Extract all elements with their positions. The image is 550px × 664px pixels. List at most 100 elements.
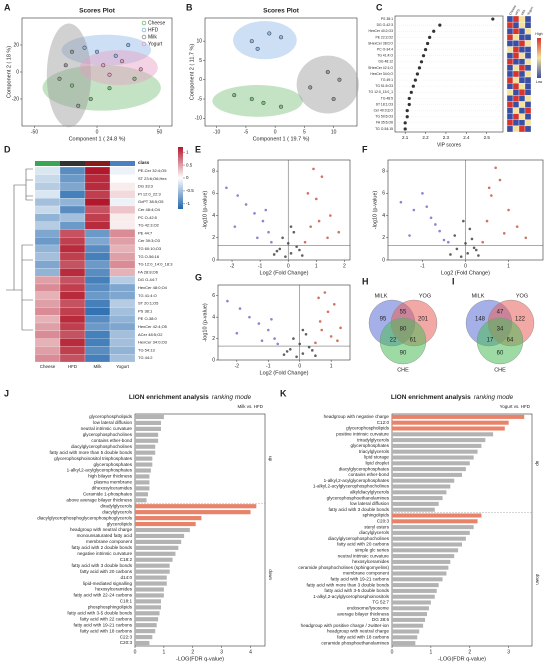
bar-label: C20:3 (377, 519, 390, 524)
column-label: HFD (514, 8, 521, 16)
heat-cell (59, 268, 86, 277)
heat-cell (109, 213, 136, 222)
bar-label: C12:0 (377, 420, 390, 425)
bar-label: diacylglycerols (359, 530, 390, 535)
heat-cell (518, 28, 526, 35)
y-tick-label: HexCer 34:0;O (370, 72, 393, 76)
heat-cell (84, 237, 111, 246)
heat-cell (518, 119, 526, 127)
bar (392, 629, 420, 634)
point (238, 307, 242, 310)
bar-label: fatty acid with 3-5 double bonds (324, 588, 389, 593)
bar-label: alkyldiacylglycerols (350, 490, 390, 495)
chart-subtitle: Milk vs. HFD (238, 404, 264, 409)
heat-cell (59, 291, 86, 300)
y-tick-label: TG 12:0_13:0_1 (368, 90, 393, 94)
point (449, 253, 452, 256)
point (248, 315, 251, 319)
y-tick-label: 8 (212, 168, 215, 174)
point (69, 49, 75, 54)
bar (392, 594, 435, 599)
y-tick-label: -10 (195, 116, 202, 122)
bar-label: ceramide phosphoethanolamines (321, 640, 389, 645)
x-tick-label: -50 (31, 129, 38, 135)
point (292, 230, 296, 234)
y-tick-label: 20 (13, 42, 19, 48)
bar (392, 588, 437, 593)
heat-cell (524, 125, 532, 133)
x-tick-label: 10 (331, 129, 337, 135)
point (301, 328, 305, 332)
row-label: TG 12:0_14:0_18:3 (138, 262, 173, 267)
point (235, 331, 239, 335)
heat-cell (506, 40, 514, 47)
heat-cell (84, 198, 111, 207)
heat-cell (84, 174, 111, 183)
heat-cell (84, 338, 111, 347)
region-count: 148 (475, 317, 486, 323)
bar (135, 545, 179, 550)
row-label: HexCer 42:4;O5 (138, 324, 168, 329)
point (282, 353, 286, 356)
point (308, 85, 313, 90)
bar-label: glycerophosphates (93, 462, 132, 467)
point (325, 69, 330, 75)
point (94, 49, 100, 54)
y-tick-label: 2 (212, 235, 215, 241)
bar-label: hexosylceramides (95, 587, 132, 592)
heat-cell (512, 113, 520, 120)
heat-cell (518, 113, 526, 120)
bar-label: plasma membrane (94, 480, 132, 485)
point (326, 236, 329, 240)
bar (135, 640, 150, 646)
dot (405, 109, 409, 113)
point (292, 337, 295, 340)
bar-label: headgroup with neutral charge (70, 527, 133, 532)
point (278, 247, 282, 251)
group-label: down (268, 569, 273, 580)
bar (135, 450, 156, 455)
y-tick-label: PS 38:1 (381, 17, 393, 21)
y-tick-label: TG 48:5 (381, 96, 393, 100)
heat-cell (84, 299, 111, 308)
column-label: Milk (520, 9, 526, 16)
bar-label: positive intrinsic curvature (336, 432, 389, 437)
y-axis-label: -log10 (p-value) (202, 191, 208, 230)
heat-cell (59, 338, 86, 347)
title-text: LION enrichment analysis (391, 394, 471, 401)
point (421, 192, 424, 195)
point (232, 93, 237, 98)
x-tick-label: 2.1 (402, 135, 409, 140)
row-label: FA 28:8;O6 (138, 269, 159, 274)
point (320, 328, 324, 332)
point (88, 96, 93, 102)
heat-cell (524, 89, 532, 96)
confidence-ellipse (42, 65, 161, 111)
bar-label: fatty acid with 22-24 carbons (74, 593, 133, 598)
panel-letter: I (452, 276, 455, 286)
x-tick-label: 2.5 (484, 135, 491, 140)
region-count: 80 (400, 327, 407, 333)
dot (419, 60, 424, 64)
x-tick-label: 2 (343, 263, 346, 269)
legend-label: High (535, 32, 542, 36)
heat-cell (506, 95, 514, 102)
point (261, 100, 266, 105)
dot (415, 72, 420, 76)
bar-label: ceramide phosphocholines (sphingomyelins… (298, 565, 389, 570)
panel-letter: E (195, 144, 201, 154)
heat-cell (84, 330, 111, 339)
heat-cell (34, 330, 61, 339)
bar (135, 521, 196, 527)
bar (392, 577, 443, 582)
heat-cell (59, 299, 86, 308)
row-label: Cer 48:4;O4 (138, 207, 161, 212)
point (464, 242, 467, 245)
row-label: PI 12:0_22:3 (138, 191, 161, 196)
heat-cell (84, 213, 111, 222)
heat-cell (109, 221, 136, 230)
point (233, 225, 237, 228)
heat-cell (34, 174, 61, 183)
x-tick-label: -2 (235, 363, 240, 369)
point (256, 236, 259, 240)
